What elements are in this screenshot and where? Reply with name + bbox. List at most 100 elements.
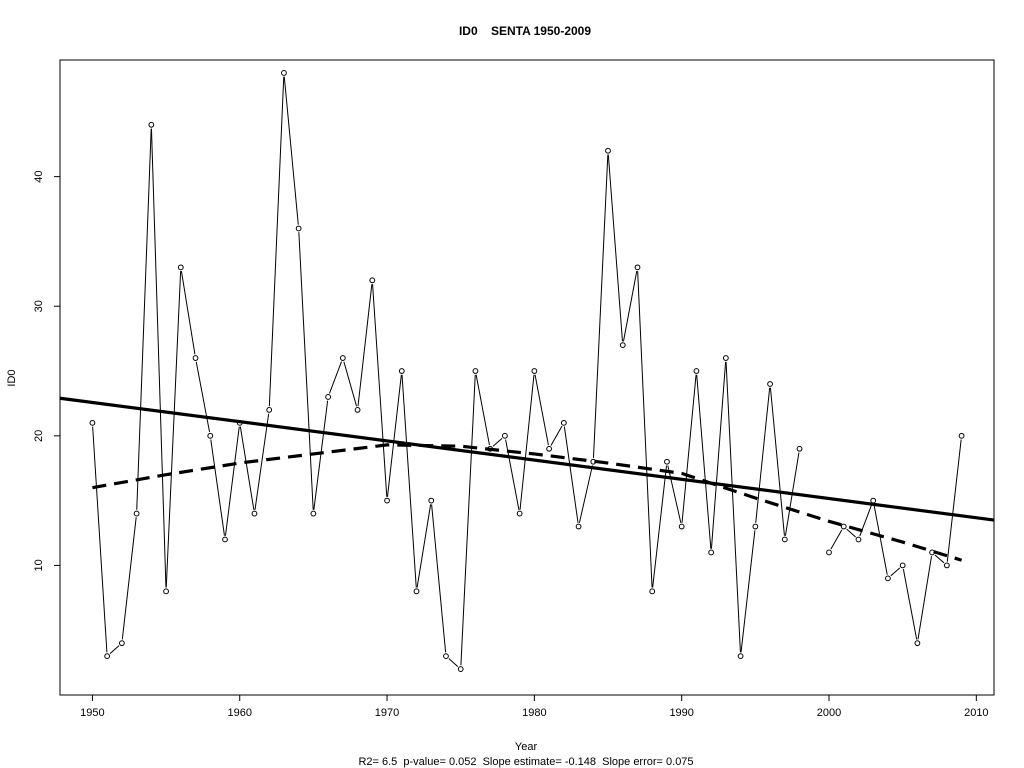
data-line-segment <box>740 530 756 653</box>
data-line-segment <box>416 504 432 588</box>
x-tick-label: 1990 <box>669 707 693 719</box>
data-line-segment <box>830 529 843 550</box>
data-point <box>413 588 420 595</box>
data-point <box>826 549 832 556</box>
data-line-segment <box>372 284 388 497</box>
y-axis-label: ID0 <box>6 369 18 386</box>
data-point <box>943 562 950 569</box>
data-line-segment <box>592 154 609 458</box>
data-point <box>163 588 169 595</box>
data-point <box>89 419 96 426</box>
data-point <box>840 523 847 530</box>
x-tick-label: 1980 <box>522 707 546 719</box>
plot-area <box>59 70 995 672</box>
data-line-segment <box>239 426 255 510</box>
data-point <box>899 562 906 569</box>
data-line-segment <box>431 504 447 653</box>
y-tick-label: 30 <box>33 300 45 312</box>
data-line-segment <box>846 528 856 538</box>
data-point <box>398 368 405 374</box>
stats-subtitle: R2= 6.5 p-value= 0.052 Slope estimate= -… <box>358 756 693 768</box>
data-line-segment <box>268 76 285 407</box>
data-point <box>708 549 715 556</box>
data-point <box>575 523 582 530</box>
data-point <box>354 406 361 413</box>
x-tick-label: 1960 <box>227 707 251 719</box>
data-point <box>369 277 376 284</box>
data-line-segment <box>902 569 918 640</box>
data-point <box>339 355 346 361</box>
data-line-segment <box>224 426 240 536</box>
data-line-segment <box>386 374 402 497</box>
data-line-segment <box>136 128 152 510</box>
data-line-segment <box>492 437 503 447</box>
data-point <box>885 575 891 582</box>
x-axis-label: Year <box>515 741 538 753</box>
data-line-segment <box>637 271 653 588</box>
data-point <box>457 666 464 672</box>
data-point <box>752 523 759 530</box>
plot-frame <box>59 59 995 696</box>
data-point <box>428 497 435 504</box>
data-point <box>531 368 538 374</box>
data-point <box>664 458 670 465</box>
data-line-segment <box>401 374 417 588</box>
data-point <box>281 70 287 76</box>
y-tick-label: 10 <box>33 559 45 571</box>
data-line-segment <box>519 374 535 510</box>
data-point <box>781 536 788 543</box>
data-line-segment <box>313 400 329 510</box>
data-line-segment <box>180 271 196 355</box>
data-line-segment <box>607 154 623 342</box>
data-point <box>649 588 656 595</box>
linear-trend-line <box>59 396 995 522</box>
data-point <box>148 121 155 128</box>
data-line-segment <box>563 426 579 523</box>
data-point <box>325 394 332 400</box>
x-tick-label: 2010 <box>964 707 988 719</box>
data-point <box>266 406 273 413</box>
data-line-segment <box>946 439 962 562</box>
data-point <box>678 523 685 530</box>
data-point <box>914 640 921 647</box>
data-line-segment <box>121 517 137 640</box>
data-point <box>133 510 140 517</box>
data-line-segment <box>448 658 459 667</box>
data-line-segment <box>934 554 945 564</box>
data-point <box>118 640 125 647</box>
x-axis: 1950 1960 1970 1980 1990 2000 2010 <box>80 695 989 719</box>
data-point <box>472 368 479 374</box>
data-point <box>560 419 567 426</box>
data-point <box>619 342 626 349</box>
x-tick-label: 1970 <box>375 707 399 719</box>
data-line-segment <box>357 284 373 407</box>
data-point <box>251 510 258 517</box>
data-point <box>177 264 184 271</box>
data-point <box>605 147 611 154</box>
data-line-segment <box>165 271 182 588</box>
data-point <box>104 653 111 660</box>
data-point <box>443 653 449 660</box>
data-line-segment <box>696 374 712 549</box>
data-line-segment <box>755 387 771 523</box>
data-point <box>546 445 552 452</box>
data-line-segment <box>109 645 120 654</box>
chart-title: ID0 SENTA 1950-2009 <box>459 24 591 38</box>
data-line-segment <box>328 361 342 394</box>
data-point <box>737 653 744 660</box>
data-line-segment <box>254 413 270 510</box>
data-line-segment <box>92 426 108 653</box>
data-point <box>384 497 390 504</box>
data-point <box>958 432 965 439</box>
data-point <box>222 536 228 543</box>
data-point <box>207 432 214 439</box>
x-tick-label: 2000 <box>817 707 841 719</box>
data-line-segment <box>343 361 358 407</box>
data-line-segment <box>460 374 476 666</box>
data-line-segment <box>534 374 549 446</box>
data-line-segment <box>769 387 785 536</box>
data-point <box>796 445 803 452</box>
data-point <box>310 510 317 517</box>
data-point <box>870 497 877 504</box>
data-line-segment <box>298 232 314 510</box>
